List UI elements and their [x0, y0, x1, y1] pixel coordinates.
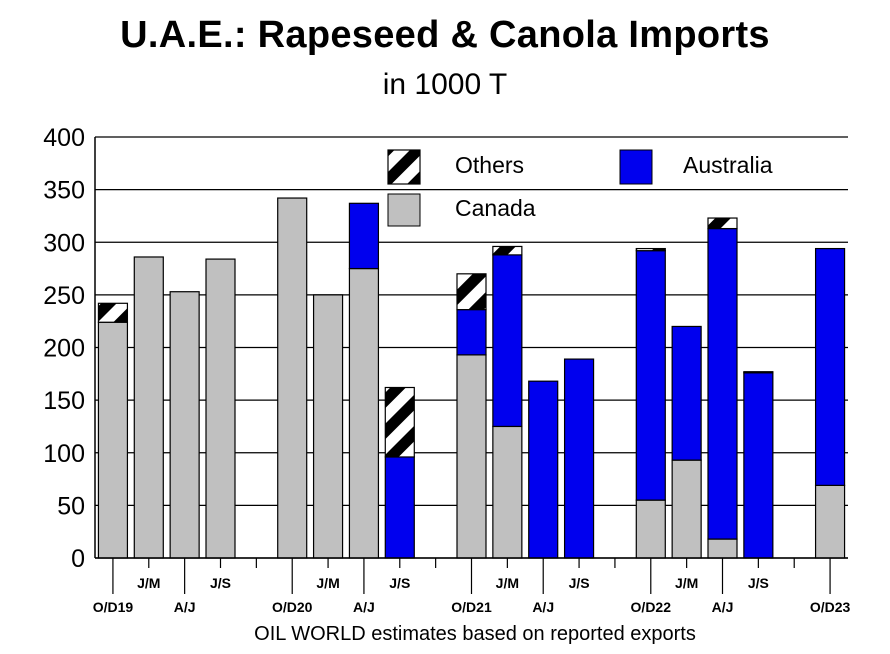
x-tick-label: J/M: [675, 575, 698, 591]
x-tick-label: J/S: [210, 575, 231, 591]
x-tick-label: A/J: [712, 599, 734, 615]
x-tick-label: O/D22: [631, 599, 672, 615]
bar-others-10: [456, 273, 487, 311]
chart-title: U.A.E.: Rapeseed & Canola Imports: [120, 14, 770, 56]
bar-canada-7: [348, 267, 380, 559]
x-tick-label: O/D20: [272, 599, 313, 615]
y-tick-label: 0: [71, 545, 85, 573]
bars: [97, 197, 846, 559]
bar-australia-8: [384, 456, 415, 559]
y-tick-label: 200: [43, 335, 85, 363]
x-tick-label: J/S: [569, 575, 590, 591]
bar-canada-2: [169, 291, 200, 559]
legend-swatch-australia: [619, 149, 653, 185]
bar-others-0: [97, 302, 129, 323]
bar-australia-17: [707, 227, 738, 540]
legend-swatch-others: [387, 149, 421, 185]
bar-australia-16: [671, 325, 702, 461]
bar-canada-17: [707, 538, 738, 559]
y-tick-label: 400: [43, 124, 85, 152]
x-tick-labels: O/D19J/MA/JJ/SO/D20J/MA/JJ/SO/D21J/MA/JJ…: [93, 575, 851, 615]
y-tick-label: 350: [43, 177, 85, 205]
bar-canada-15: [635, 499, 666, 559]
x-tick-label: A/J: [174, 599, 196, 615]
x-tick-label: J/M: [316, 575, 339, 591]
x-tick-label: A/J: [353, 599, 375, 615]
bar-others-15: [635, 247, 666, 252]
bar-others-11: [492, 245, 523, 256]
y-tick-label: 150: [43, 387, 85, 415]
x-tick-label: O/D23: [810, 599, 851, 615]
bar-canada-10: [456, 354, 487, 559]
x-tick-label: J/M: [137, 575, 160, 591]
bar-canada-11: [492, 425, 523, 559]
bar-canada-16: [671, 459, 702, 559]
x-tick-label: O/D19: [93, 599, 134, 615]
bar-canada-0: [97, 321, 129, 559]
bar-others-17: [707, 217, 738, 230]
bar-australia-10: [456, 309, 487, 356]
y-tick-label: 250: [43, 282, 85, 310]
legend: Others Australia Canada: [387, 149, 773, 227]
legend-swatch-canada: [387, 193, 421, 227]
axes: [94, 137, 848, 594]
bar-australia-11: [492, 254, 523, 428]
bar-others-8: [384, 386, 415, 458]
y-tick-labels: 0 50 100 150 200 250 300 350 400: [43, 124, 85, 573]
chart-subtitle: in 1000 T: [382, 68, 508, 101]
bar-canada-20: [814, 484, 846, 559]
y-tick-label: 50: [57, 492, 85, 520]
x-tick-label: J/M: [496, 575, 519, 591]
legend-label-others: Others: [455, 152, 524, 178]
y-tick-label: 300: [43, 229, 85, 257]
bar-australia-7: [348, 202, 380, 270]
legend-label-australia: Australia: [683, 152, 773, 178]
x-tick-label: J/S: [748, 575, 769, 591]
source-note: OIL WORLD estimates based on reported ex…: [254, 623, 696, 645]
bar-australia-18: [743, 372, 774, 559]
y-tick-label: 100: [43, 440, 85, 468]
bar-australia-20: [814, 247, 846, 486]
x-tick-label: O/D21: [451, 599, 492, 615]
bar-australia-12: [528, 380, 559, 559]
bar-canada-3: [205, 258, 236, 559]
bar-australia-15: [635, 250, 666, 501]
bar-canada-1: [133, 256, 164, 559]
x-tick-label: J/S: [389, 575, 410, 591]
x-tick-label: A/J: [532, 599, 554, 615]
bar-canada-6: [312, 294, 344, 559]
bar-canada-5: [277, 197, 308, 559]
legend-label-canada: Canada: [455, 195, 536, 221]
bar-australia-13: [563, 358, 595, 559]
bar-others-18: [743, 371, 774, 374]
